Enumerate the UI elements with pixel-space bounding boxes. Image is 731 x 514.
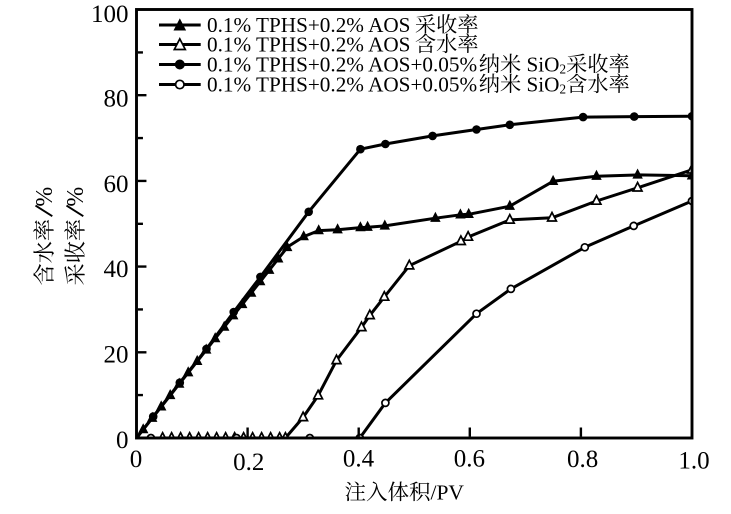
svg-text:0.8: 0.8 <box>567 446 598 473</box>
svg-text:0.4: 0.4 <box>343 446 375 473</box>
svg-text:20: 20 <box>104 342 129 369</box>
svg-text:0: 0 <box>130 446 143 473</box>
svg-text:SiO: SiO <box>527 52 560 76</box>
svg-text:1.0: 1.0 <box>678 448 709 475</box>
svg-text:0.2: 0.2 <box>233 449 264 476</box>
svg-text:0.1% TPHS+0.2% AOS+0.05%: 0.1% TPHS+0.2% AOS+0.05% <box>207 52 477 76</box>
svg-text:0.1% TPHS+0.2% AOS: 0.1% TPHS+0.2% AOS <box>207 13 410 37</box>
svg-text:/PV: /PV <box>431 481 465 505</box>
svg-text:SiO: SiO <box>527 72 560 96</box>
svg-text:100: 100 <box>91 1 129 28</box>
svg-text:0.1% TPHS+0.2% AOS+0.05%: 0.1% TPHS+0.2% AOS+0.05% <box>207 72 477 96</box>
svg-text:0: 0 <box>116 427 129 454</box>
svg-text:60: 60 <box>104 171 129 198</box>
svg-text:0.6: 0.6 <box>454 446 485 473</box>
svg-text:%: % <box>32 187 58 207</box>
svg-text:2: 2 <box>560 82 567 97</box>
svg-text:80: 80 <box>104 86 129 113</box>
svg-text:40: 40 <box>104 256 129 283</box>
svg-text:%: % <box>63 187 89 207</box>
svg-text:0.1% TPHS+0.2% AOS: 0.1% TPHS+0.2% AOS <box>207 32 410 56</box>
svg-text:2: 2 <box>560 62 567 77</box>
